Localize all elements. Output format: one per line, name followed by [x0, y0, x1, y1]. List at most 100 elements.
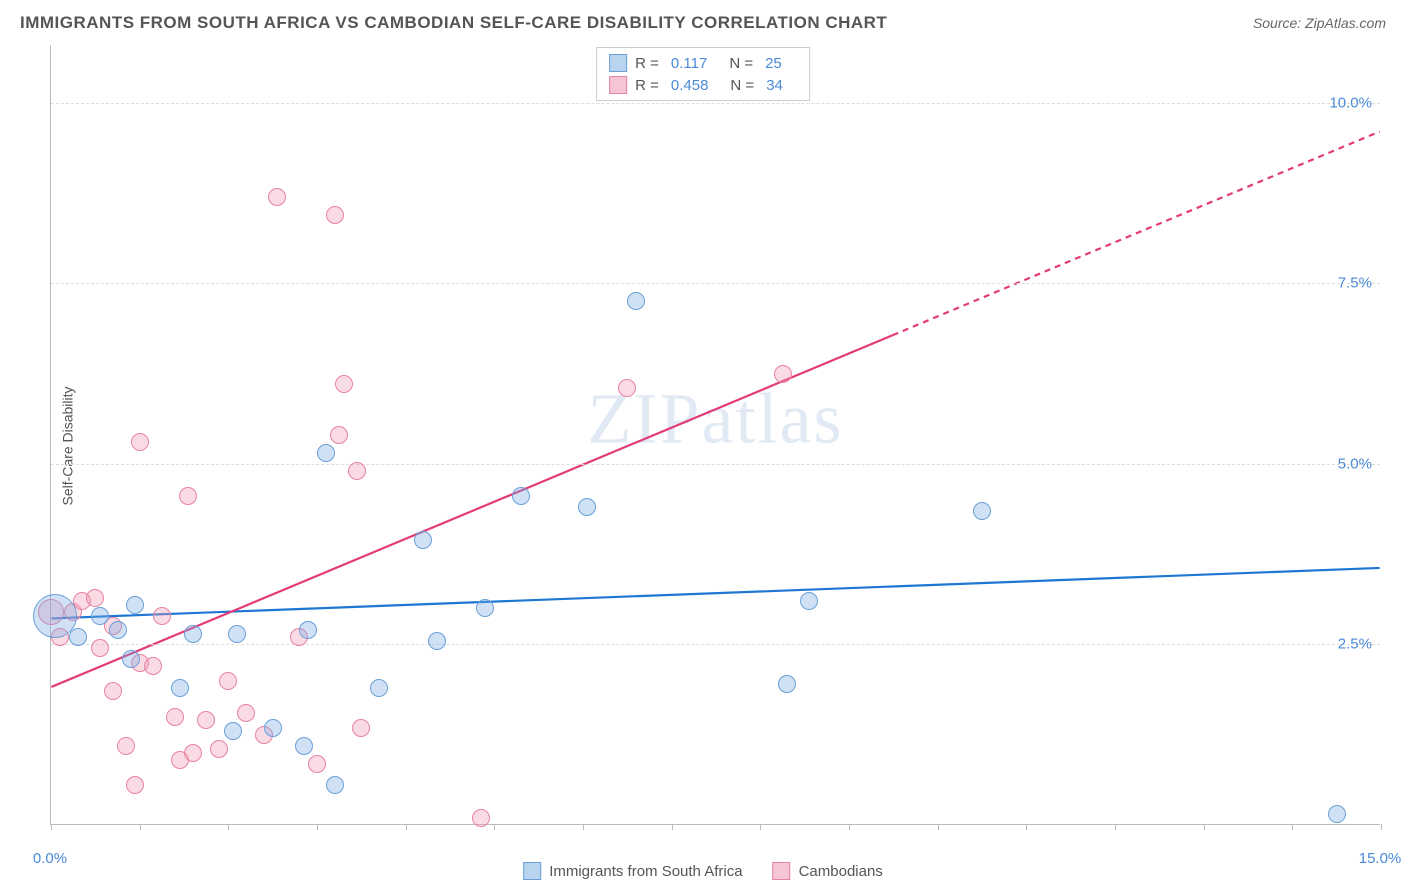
- n-label: N =: [729, 55, 753, 72]
- y-tick-label: 2.5%: [1338, 636, 1372, 653]
- x-tick: [1204, 824, 1205, 830]
- legend-series: Immigrants from South Africa Cambodians: [523, 862, 883, 880]
- scatter-point-blue: [91, 607, 109, 625]
- scatter-point-pink: [197, 711, 215, 729]
- scatter-point-blue: [224, 722, 242, 740]
- scatter-point-pink: [219, 672, 237, 690]
- r-label: R =: [635, 77, 659, 94]
- scatter-point-blue: [126, 596, 144, 614]
- x-tick: [672, 824, 673, 830]
- scatter-point-blue: [778, 675, 796, 693]
- plot-area: ZIPatlas 2.5%5.0%7.5%10.0%: [50, 45, 1380, 825]
- r-value-pink: 0.458: [671, 77, 709, 94]
- x-tick: [1026, 824, 1027, 830]
- scatter-point-blue: [578, 498, 596, 516]
- scatter-point-pink: [330, 426, 348, 444]
- legend-swatch-pink: [609, 76, 627, 94]
- gridline: [51, 103, 1380, 104]
- trend-line-dashed: [893, 132, 1380, 336]
- scatter-point-pink: [774, 365, 792, 383]
- chart-container: IMMIGRANTS FROM SOUTH AFRICA VS CAMBODIA…: [0, 0, 1406, 892]
- scatter-point-blue: [512, 487, 530, 505]
- x-tick: [140, 824, 141, 830]
- scatter-point-blue: [264, 719, 282, 737]
- x-tick-label: 15.0%: [1359, 850, 1402, 867]
- scatter-point-pink: [179, 487, 197, 505]
- scatter-point-pink: [268, 188, 286, 206]
- legend-label-pink: Cambodians: [799, 863, 883, 880]
- scatter-point-blue: [476, 599, 494, 617]
- scatter-point-pink: [126, 776, 144, 794]
- scatter-point-pink: [618, 379, 636, 397]
- scatter-point-pink: [117, 737, 135, 755]
- n-value-pink: 34: [766, 77, 783, 94]
- scatter-point-blue: [69, 628, 87, 646]
- legend-row-pink: R = 0.458 N = 34: [609, 74, 797, 96]
- scatter-point-blue: [122, 650, 140, 668]
- legend-correlation-box: R = 0.117 N = 25 R = 0.458 N = 34: [596, 47, 810, 101]
- source-prefix: Source:: [1253, 15, 1305, 31]
- x-tick: [583, 824, 584, 830]
- legend-label-blue: Immigrants from South Africa: [549, 863, 742, 880]
- scatter-point-pink: [104, 682, 122, 700]
- scatter-point-blue: [973, 502, 991, 520]
- trend-line: [51, 568, 1379, 618]
- scatter-point-blue: [414, 531, 432, 549]
- scatter-point-blue: [800, 592, 818, 610]
- scatter-point-blue: [370, 679, 388, 697]
- scatter-point-blue: [1328, 805, 1346, 823]
- n-value-blue: 25: [765, 55, 782, 72]
- x-tick: [406, 824, 407, 830]
- y-tick-label: 10.0%: [1329, 94, 1372, 111]
- source-attribution: Source: ZipAtlas.com: [1253, 15, 1386, 31]
- scatter-point-blue: [299, 621, 317, 639]
- legend-swatch-blue: [609, 54, 627, 72]
- r-value-blue: 0.117: [671, 55, 707, 72]
- legend-swatch-pink: [773, 862, 791, 880]
- trend-line-solid: [51, 335, 892, 687]
- scatter-point-pink: [348, 462, 366, 480]
- legend-item-pink: Cambodians: [773, 862, 883, 880]
- scatter-point-pink: [472, 809, 490, 827]
- scatter-point-pink: [237, 704, 255, 722]
- scatter-point-pink: [131, 433, 149, 451]
- chart-title: IMMIGRANTS FROM SOUTH AFRICA VS CAMBODIA…: [20, 13, 887, 33]
- scatter-point-pink: [210, 740, 228, 758]
- x-tick: [1292, 824, 1293, 830]
- x-tick: [760, 824, 761, 830]
- scatter-point-blue: [627, 292, 645, 310]
- x-tick: [1115, 824, 1116, 830]
- scatter-point-pink: [326, 206, 344, 224]
- gridline: [51, 464, 1380, 465]
- x-tick: [938, 824, 939, 830]
- scatter-point-pink: [335, 375, 353, 393]
- x-tick: [1381, 824, 1382, 830]
- scatter-point-pink: [166, 708, 184, 726]
- legend-row-blue: R = 0.117 N = 25: [609, 52, 797, 74]
- legend-item-blue: Immigrants from South Africa: [523, 862, 742, 880]
- x-tick: [51, 824, 52, 830]
- scatter-point-pink: [86, 589, 104, 607]
- legend-swatch-blue: [523, 862, 541, 880]
- scatter-point-blue: [228, 625, 246, 643]
- scatter-point-blue: [428, 632, 446, 650]
- scatter-point-blue: [184, 625, 202, 643]
- r-label: R =: [635, 55, 659, 72]
- y-tick-label: 7.5%: [1338, 275, 1372, 292]
- scatter-point-blue: [109, 621, 127, 639]
- n-label: N =: [730, 77, 754, 94]
- x-tick: [494, 824, 495, 830]
- scatter-point-blue: [317, 444, 335, 462]
- scatter-point-pink: [91, 639, 109, 657]
- scatter-point-blue: [326, 776, 344, 794]
- scatter-point-pink: [308, 755, 326, 773]
- x-tick-label: 0.0%: [33, 850, 67, 867]
- y-tick-label: 5.0%: [1338, 455, 1372, 472]
- x-tick: [317, 824, 318, 830]
- scatter-point-pink: [144, 657, 162, 675]
- gridline: [51, 644, 1380, 645]
- gridline: [51, 283, 1380, 284]
- scatter-point-pink: [352, 719, 370, 737]
- header: IMMIGRANTS FROM SOUTH AFRICA VS CAMBODIA…: [20, 8, 1386, 38]
- scatter-point-pink: [184, 744, 202, 762]
